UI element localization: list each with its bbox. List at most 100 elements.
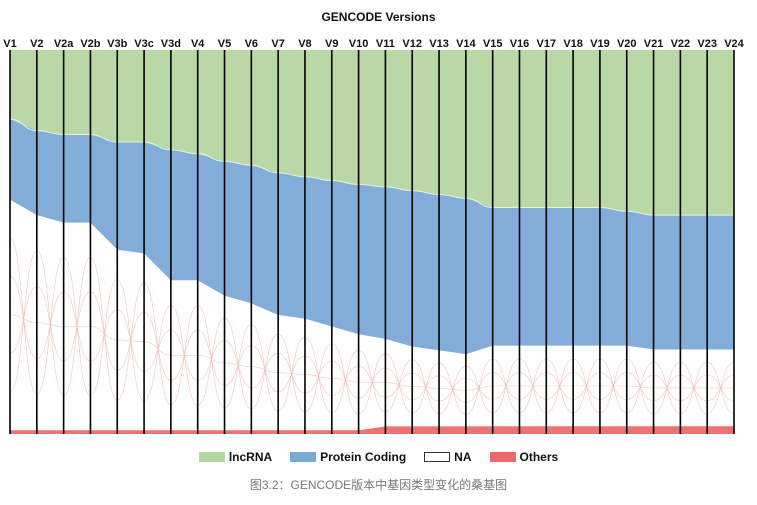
version-label: V12 xyxy=(402,38,422,50)
flow-strand-na xyxy=(90,291,118,371)
flow-boundary-line xyxy=(278,172,305,178)
flow-strand-na xyxy=(707,362,735,414)
flow-strand-na xyxy=(143,282,172,406)
flow-boundary-line xyxy=(197,153,225,162)
flow-strand-na xyxy=(117,282,145,401)
flow-strand-na xyxy=(144,341,171,356)
version-label: V19 xyxy=(590,38,610,50)
figure-caption: 图3.2：GENCODE版本中基因类型变化的桑基图 xyxy=(249,478,508,492)
flow-boundary-line xyxy=(331,180,359,185)
flow-boundary-line xyxy=(412,190,440,195)
version-label: V17 xyxy=(537,38,557,50)
flow-boundary-line xyxy=(626,210,654,216)
flow-boundary-line xyxy=(144,141,171,151)
legend-swatch-others xyxy=(489,452,516,462)
band-na xyxy=(10,199,734,431)
version-label: V22 xyxy=(671,38,691,50)
flow-strand-na xyxy=(304,355,332,396)
legend-swatch-na xyxy=(424,452,451,462)
flow-strand-na xyxy=(36,257,64,395)
flow-strand-na xyxy=(224,324,252,409)
legend-label-lncrna: lncRNA xyxy=(228,450,273,464)
flow-strand-na xyxy=(331,349,359,414)
version-label: V18 xyxy=(563,38,583,50)
version-label: V4 xyxy=(191,38,205,50)
flow-strand-na xyxy=(599,358,627,414)
version-label: V15 xyxy=(483,38,503,50)
legend-item-na: NA xyxy=(424,450,472,464)
flow-strand-na xyxy=(9,276,37,359)
band-lncrna xyxy=(10,50,734,216)
version-label: V20 xyxy=(617,38,637,50)
version-label: V23 xyxy=(697,38,717,50)
version-label: V8 xyxy=(298,38,311,50)
flow-strand-na xyxy=(385,359,413,413)
flow-boundary-line xyxy=(90,133,118,143)
flow-strand-na xyxy=(653,362,681,414)
version-label: V6 xyxy=(245,38,258,50)
legend-label-na: NA xyxy=(454,450,472,464)
flow-strand-na xyxy=(278,337,306,412)
flow-strand-na xyxy=(519,358,547,414)
legend: lncRNA Protein Coding NA Others xyxy=(0,450,757,464)
flow-strand-na xyxy=(224,340,252,389)
flow-strand-na xyxy=(680,362,708,414)
version-label: V13 xyxy=(429,38,449,50)
band-protein-coding xyxy=(10,119,734,355)
legend-swatch-protein-coding xyxy=(290,452,317,462)
flow-boundary-line xyxy=(304,176,332,182)
flow-strand-na xyxy=(9,250,38,393)
flow-strand-na xyxy=(385,382,413,387)
version-label: V9 xyxy=(325,38,338,50)
flow-strand-na xyxy=(90,257,118,401)
flow-strand-na xyxy=(143,312,171,381)
flow-strand-na xyxy=(197,330,225,386)
flow-strand-na xyxy=(385,367,413,401)
version-label: V3c xyxy=(134,38,154,50)
flow-boundary-line xyxy=(465,197,493,208)
version-label: V16 xyxy=(510,38,530,50)
chart-title: GENCODE Versions xyxy=(321,10,436,24)
flow-strand-na xyxy=(251,366,279,373)
flow-boundary-line xyxy=(385,186,413,192)
flow-boundary-line xyxy=(9,118,37,132)
flow-strand-na xyxy=(358,353,386,415)
flow-boundary-line xyxy=(224,160,252,166)
version-label: V11 xyxy=(376,38,395,50)
flow-strand-na xyxy=(573,358,601,414)
version-label: V21 xyxy=(644,38,664,50)
flow-strand-na xyxy=(465,358,493,415)
legend-label-protein-coding: Protein Coding xyxy=(320,450,407,464)
version-label: V5 xyxy=(218,38,231,50)
legend-item-others: Others xyxy=(489,450,559,464)
flow-strand-na xyxy=(144,330,171,372)
legend-label-others: Others xyxy=(519,450,559,464)
flow-strand-na xyxy=(251,333,279,410)
version-label: V2b xyxy=(80,38,100,50)
flow-strand-na xyxy=(492,358,520,414)
flow-boundary-line xyxy=(439,193,466,199)
flow-strand-na xyxy=(251,345,279,393)
flow-strand-na xyxy=(546,358,574,414)
flow-strand-na xyxy=(197,354,225,364)
flow-boundary-line xyxy=(599,206,627,212)
flow-strand-na xyxy=(197,305,225,409)
flow-strand-na xyxy=(438,365,466,415)
flow-strand-na xyxy=(626,362,654,414)
legend-item-protein-coding: Protein Coding xyxy=(290,450,406,464)
flow-strand-na xyxy=(197,317,225,406)
band-others xyxy=(10,426,734,434)
flow-strand-na xyxy=(412,362,440,414)
flow-boundary-line xyxy=(251,164,279,174)
flow-strand-na xyxy=(90,326,118,341)
flow-strand-na xyxy=(465,377,493,400)
flow-boundary-line xyxy=(358,183,386,188)
flow-boundary-line xyxy=(36,130,64,135)
flow-strand-na xyxy=(90,279,118,396)
flow-strand-na xyxy=(170,305,198,406)
flow-strand-na xyxy=(465,365,493,414)
version-label: V24 xyxy=(724,38,744,50)
flow-boundary-line xyxy=(170,149,198,155)
version-label: V7 xyxy=(271,38,284,50)
